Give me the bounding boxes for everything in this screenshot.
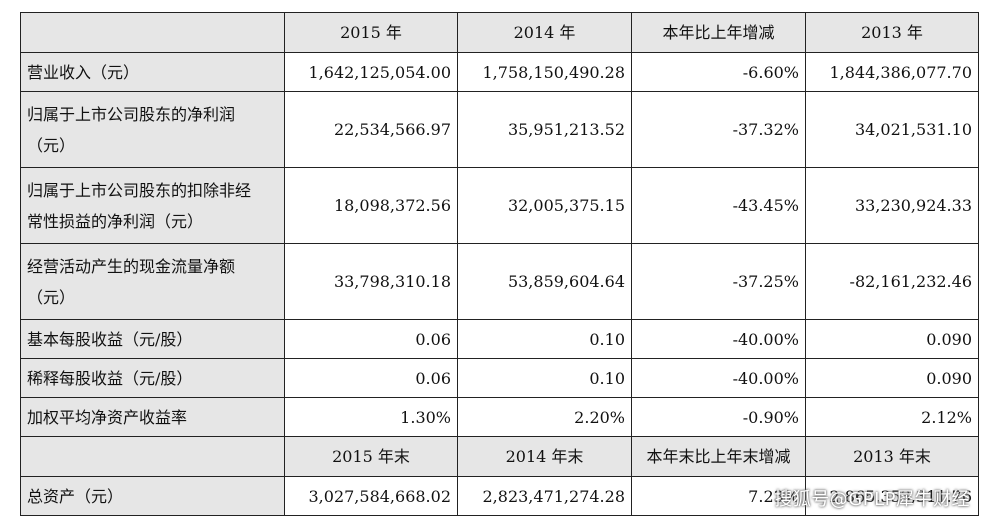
value-cell: 0.090 <box>805 319 979 359</box>
value-cell: 33,230,924.33 <box>805 167 979 244</box>
value-cell: 0.10 <box>457 358 632 398</box>
header-cell: 2015 年末 <box>284 436 458 477</box>
row-label: 总资产（元） <box>20 476 285 516</box>
value-cell: 33,798,310.18 <box>284 243 458 320</box>
value-cell: 0.06 <box>284 319 458 359</box>
value-cell: -82,161,232.46 <box>805 243 979 320</box>
value-cell: 32,005,375.15 <box>457 167 632 244</box>
table-row: 总资产（元） 3,027,584,668.02 2,823,471,274.28… <box>20 476 979 516</box>
row-label: 加权平均净资产收益率 <box>20 397 285 437</box>
table-row: 营业收入（元） 1,642,125,054.00 1,758,150,490.2… <box>20 52 979 92</box>
value-cell: -37.25% <box>631 243 806 320</box>
table-row: 归属于上市公司股东的净利润 （元） 22,534,566.97 35,951,2… <box>20 91 979 168</box>
row-label-line: 归属于上市公司股东的净利润 <box>27 104 236 124</box>
row-label: 营业收入（元） <box>20 52 285 92</box>
value-cell: 2.12% <box>805 397 979 437</box>
header-cell: 本年末比上年末增减 <box>631 436 806 477</box>
value-cell: 0.10 <box>457 319 632 359</box>
value-cell: -37.32% <box>631 91 806 168</box>
row-label-line: 经营活动产生的现金流量净额 <box>27 256 236 276</box>
row-label: 归属于上市公司股东的扣除非经 常性损益的净利润（元） <box>20 167 285 244</box>
value-cell: 0.06 <box>284 358 458 398</box>
value-cell: 7.23% <box>631 476 806 516</box>
header-cell: 本年比上年增减 <box>631 12 806 53</box>
value-cell: 1.30% <box>284 397 458 437</box>
value-cell: 1,758,150,490.28 <box>457 52 632 92</box>
value-cell: 1,642,125,054.00 <box>284 52 458 92</box>
value-cell: -40.00% <box>631 319 806 359</box>
table-row: 稀释每股收益（元/股） 0.06 0.10 -40.00% 0.090 <box>20 358 979 398</box>
table-row: 基本每股收益（元/股） 0.06 0.10 -40.00% 0.090 <box>20 319 979 359</box>
value-cell: 0.090 <box>805 358 979 398</box>
watermark: 搜狐号@GPLP犀牛财经 <box>774 489 970 510</box>
header-cell: 2013 年 <box>805 12 979 53</box>
table-header-row: 2015 年末 2014 年末 本年末比上年末增减 2013 年末 <box>20 436 979 477</box>
table-header-row: 2015 年 2014 年 本年比上年增减 2013 年 <box>20 12 979 53</box>
value-cell: -0.90% <box>631 397 806 437</box>
header-cell: 2014 年末 <box>457 436 632 477</box>
value-cell: 3,027,584,668.02 <box>284 476 458 516</box>
header-corner-cell <box>20 436 285 477</box>
value-cell: 18,098,372.56 <box>284 167 458 244</box>
row-label: 经营活动产生的现金流量净额 （元） <box>20 243 285 320</box>
value-cell: 22,534,566.97 <box>284 91 458 168</box>
header-cell: 2013 年末 <box>805 436 979 477</box>
row-label-line: 常性损益的净利润（元） <box>27 211 204 231</box>
table-row: 加权平均净资产收益率 1.30% 2.20% -0.90% 2.12% <box>20 397 979 437</box>
value-cell: 35,951,213.52 <box>457 91 632 168</box>
table-row: 归属于上市公司股东的扣除非经 常性损益的净利润（元） 18,098,372.56… <box>20 167 979 244</box>
value-cell: 2,823,471,274.28 <box>457 476 632 516</box>
row-label-line: 归属于上市公司股东的扣除非经 <box>27 180 252 200</box>
row-label: 基本每股收益（元/股） <box>20 319 285 359</box>
value-cell: -43.45% <box>631 167 806 244</box>
row-label: 归属于上市公司股东的净利润 （元） <box>20 91 285 168</box>
header-cell: 2014 年 <box>457 12 632 53</box>
table-row: 经营活动产生的现金流量净额 （元） 33,798,310.18 53,859,6… <box>20 243 979 320</box>
value-cell: -6.60% <box>631 52 806 92</box>
header-cell: 2015 年 <box>284 12 458 53</box>
value-cell: 53,859,604.64 <box>457 243 632 320</box>
row-label-line: （元） <box>27 135 76 155</box>
value-cell: -40.00% <box>631 358 806 398</box>
value-cell: 1,844,386,077.70 <box>805 52 979 92</box>
row-label-line: （元） <box>27 287 76 307</box>
value-cell: 2.20% <box>457 397 632 437</box>
value-cell: 2,865,353,311.76 <box>805 476 979 516</box>
row-label: 稀释每股收益（元/股） <box>20 358 285 398</box>
value-cell: 34,021,531.10 <box>805 91 979 168</box>
financial-summary-table: 2015 年 2014 年 本年比上年增减 2013 年 营业收入（元） 1,6… <box>20 12 979 516</box>
header-corner-cell <box>20 12 285 53</box>
